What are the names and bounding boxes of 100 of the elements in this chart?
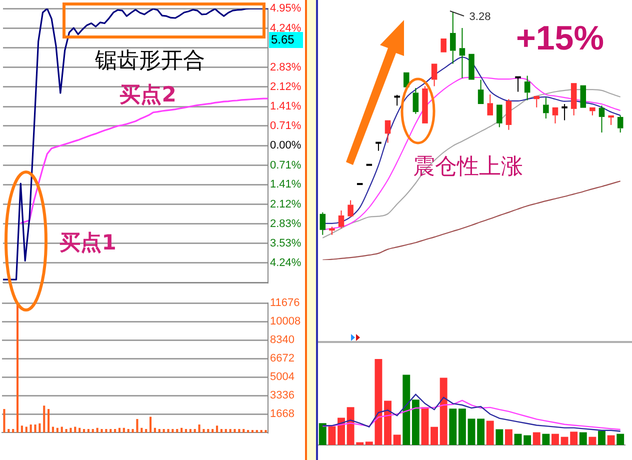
bar xyxy=(402,374,410,445)
candlestick xyxy=(393,94,401,106)
bar xyxy=(127,428,130,433)
y-tick-label: 0.71% xyxy=(270,120,302,132)
candlestick xyxy=(320,212,326,236)
candlestick xyxy=(431,64,438,87)
candlestick xyxy=(552,107,558,124)
y-tick-label: 11676 xyxy=(270,297,300,310)
bar xyxy=(110,428,112,433)
annotation: 震仓性上涨 xyxy=(413,154,523,180)
bar xyxy=(202,428,205,433)
bar xyxy=(154,428,156,433)
bar xyxy=(588,436,596,445)
y-tick-label: 2.12% xyxy=(270,80,302,93)
y-tick-label: 10008 xyxy=(270,316,301,328)
bar xyxy=(598,430,606,445)
bar xyxy=(158,428,160,433)
bar xyxy=(140,428,143,433)
bar xyxy=(504,429,512,445)
bar xyxy=(114,428,116,433)
bar xyxy=(468,418,476,445)
bar xyxy=(12,428,14,433)
y-tick-label: 3.53% xyxy=(270,237,302,250)
bar xyxy=(338,418,345,445)
bar xyxy=(412,400,420,445)
bar xyxy=(234,428,236,433)
candlestick xyxy=(514,76,522,92)
candlestick xyxy=(534,96,540,108)
bar xyxy=(216,426,218,433)
y-tick-label: 0.00% xyxy=(270,140,302,152)
y-tick-label: 1.41% xyxy=(270,178,302,191)
bar xyxy=(318,423,326,445)
candlestick xyxy=(450,12,456,64)
bar xyxy=(60,426,63,433)
bar xyxy=(48,408,50,433)
bar xyxy=(3,408,6,433)
bar xyxy=(189,428,192,433)
bar xyxy=(92,428,94,433)
y-tick-label: 2.83% xyxy=(270,218,302,230)
bar xyxy=(78,428,81,433)
bar xyxy=(247,430,250,433)
bar xyxy=(20,426,23,433)
candlestick xyxy=(608,115,614,126)
bar xyxy=(8,428,10,433)
bar xyxy=(16,304,19,433)
candlestick xyxy=(412,87,419,114)
candlestick xyxy=(487,94,493,116)
bar xyxy=(552,434,559,445)
bar xyxy=(145,428,148,433)
annotation: +15% xyxy=(516,19,604,58)
y-tick-label: 6672 xyxy=(270,352,294,365)
bar xyxy=(251,430,254,433)
candlestick xyxy=(422,86,428,124)
bar xyxy=(96,428,98,433)
bar xyxy=(132,428,134,433)
candlestick xyxy=(617,114,624,134)
bar xyxy=(430,426,438,445)
bar xyxy=(477,418,485,445)
bar xyxy=(579,432,587,445)
bar xyxy=(162,428,165,433)
bar xyxy=(34,424,36,433)
bar xyxy=(149,416,152,433)
bar xyxy=(118,428,121,433)
bar xyxy=(105,428,108,433)
bar xyxy=(421,407,429,445)
bar xyxy=(328,426,336,445)
candlestick xyxy=(560,104,568,121)
bar xyxy=(260,430,262,433)
bar xyxy=(167,428,170,433)
bar xyxy=(56,428,58,433)
bar xyxy=(198,424,200,433)
y-tick-label: 2.83% xyxy=(270,61,302,74)
candlestick xyxy=(329,226,335,236)
candlestick xyxy=(478,79,484,104)
bar xyxy=(220,428,222,433)
bar xyxy=(224,428,227,433)
bar xyxy=(496,429,504,445)
bar xyxy=(136,418,138,433)
bar xyxy=(449,408,457,445)
y-tick-label: 5004 xyxy=(270,371,294,384)
y-tick-label: 3336 xyxy=(270,390,294,402)
bar xyxy=(30,424,32,433)
bar xyxy=(87,428,90,433)
bar xyxy=(52,426,54,433)
y-tick-label: 0.71% xyxy=(270,159,302,172)
bar xyxy=(242,428,245,433)
y-tick-label: 1668 xyxy=(270,408,294,420)
annotation: 3.28 xyxy=(469,11,491,24)
y-tick-label: 4.24% xyxy=(270,22,302,34)
bar xyxy=(176,428,178,433)
bar xyxy=(184,428,188,433)
bar xyxy=(122,428,125,433)
candlestick xyxy=(570,83,577,116)
bar xyxy=(393,434,401,445)
candlestick xyxy=(524,75,530,101)
bar xyxy=(238,428,240,433)
bar xyxy=(70,428,72,433)
bar xyxy=(458,408,466,445)
bar xyxy=(180,428,183,433)
bar xyxy=(74,426,76,433)
